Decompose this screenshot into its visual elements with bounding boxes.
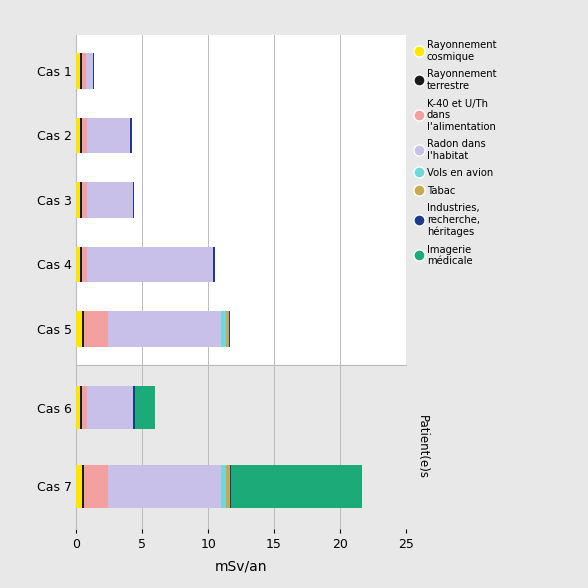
Bar xyxy=(221,311,226,347)
Bar xyxy=(226,465,230,507)
Bar xyxy=(87,118,131,153)
Bar xyxy=(108,311,221,347)
Bar xyxy=(82,182,87,218)
Bar xyxy=(76,53,81,89)
Bar xyxy=(84,465,108,507)
Bar xyxy=(76,118,81,153)
Bar xyxy=(81,182,82,218)
Bar xyxy=(82,53,86,89)
Bar xyxy=(93,53,94,89)
Bar xyxy=(76,386,81,429)
Bar xyxy=(82,386,87,429)
Bar xyxy=(213,247,215,282)
Bar xyxy=(82,118,87,153)
Bar xyxy=(230,465,232,507)
Bar xyxy=(76,247,81,282)
Legend: Rayonnement
cosmique, Rayonnement
terrestre, K-40 et U/Th
dans
l'alimentation, R: Rayonnement cosmique, Rayonnement terres… xyxy=(414,38,499,269)
Bar xyxy=(87,386,133,429)
Bar xyxy=(84,311,108,347)
Text: Patient(e)s: Patient(e)s xyxy=(416,415,429,479)
Bar xyxy=(81,386,82,429)
Bar xyxy=(108,465,221,507)
Bar xyxy=(87,247,213,282)
Bar xyxy=(76,465,82,507)
Bar xyxy=(131,118,132,153)
Bar xyxy=(82,465,84,507)
Bar xyxy=(232,465,362,507)
X-axis label: mSv/an: mSv/an xyxy=(215,560,268,573)
Bar xyxy=(82,247,87,282)
Bar xyxy=(221,465,226,507)
Bar xyxy=(135,386,155,429)
Bar xyxy=(76,311,82,347)
Bar xyxy=(86,53,93,89)
Bar xyxy=(226,311,229,347)
Bar xyxy=(81,118,82,153)
Bar xyxy=(133,386,135,429)
Bar xyxy=(229,311,230,347)
Bar xyxy=(81,53,82,89)
Bar xyxy=(81,247,82,282)
Bar xyxy=(76,182,81,218)
Bar xyxy=(133,182,134,218)
Bar xyxy=(87,182,133,218)
Bar xyxy=(82,311,84,347)
